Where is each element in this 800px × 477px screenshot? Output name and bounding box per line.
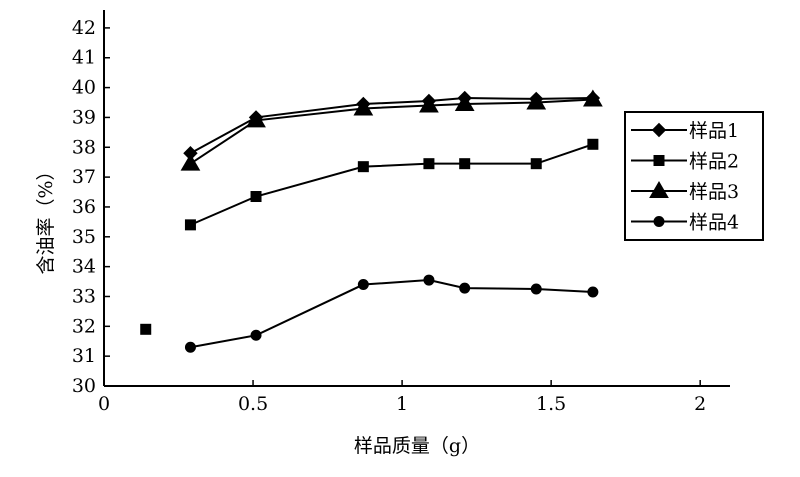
y-axis-title: 含油率（%）: [35, 161, 57, 274]
series-2: [184, 138, 599, 231]
y-tick-label: 41: [72, 47, 96, 69]
data-point-triangle: [526, 92, 547, 110]
y-tick-label: 40: [72, 77, 96, 99]
data-point-circle: [530, 283, 542, 295]
data-point-circle: [423, 274, 435, 286]
data-point-square: [530, 158, 542, 170]
x-axis-ticks: 0 0.5 1 1.5 2: [98, 380, 706, 415]
legend-label: 样品4: [689, 212, 739, 234]
x-tick-label: 0: [98, 393, 110, 415]
data-point-square: [357, 161, 369, 173]
legend-item: 样品1: [631, 120, 739, 142]
y-tick-label: 34: [72, 256, 96, 278]
y-tick-label: 32: [72, 315, 96, 337]
data-point-square: [184, 219, 196, 231]
data-point-triangle: [583, 89, 603, 107]
y-tick-label: 35: [72, 226, 96, 248]
legend: 样品1 样品2 样品3 样品4: [624, 111, 764, 241]
y-tick-label: 33: [72, 285, 96, 307]
data-point-square: [587, 138, 599, 150]
legend-item: 样品2: [631, 151, 739, 173]
legend-marker-diamond: [651, 122, 667, 138]
series-3: [180, 89, 603, 171]
legend-marker-circle: [653, 216, 665, 227]
data-point-square: [459, 158, 471, 170]
y-tick-label: 42: [72, 17, 96, 39]
outlier-points: [140, 323, 152, 335]
legend-item: 样品3: [631, 181, 739, 203]
legend-label: 样品1: [689, 120, 739, 142]
x-tick-label: 1: [396, 393, 408, 415]
x-tick-label: 1.5: [536, 393, 566, 415]
data-point-square: [250, 191, 262, 203]
legend-marker-triangle: [649, 181, 669, 198]
series-4: [184, 274, 599, 353]
series-line: [190, 143, 594, 226]
x-axis-title: 样品质量（g）: [354, 435, 480, 457]
y-tick-label: 36: [72, 196, 96, 218]
y-tick-label: 30: [72, 375, 96, 397]
data-point-triangle: [353, 98, 374, 116]
data-point-circle: [184, 341, 196, 353]
series-layer: [140, 89, 603, 353]
y-axis-ticks: 30 31 32 33 34 35 36 37 38 39 40 41 42: [72, 17, 110, 397]
data-point-triangle: [246, 110, 266, 128]
axes: [103, 10, 730, 387]
data-point-triangle: [419, 95, 439, 113]
x-tick-label: 0.5: [238, 393, 268, 415]
legend-label: 样品3: [689, 181, 739, 203]
outlier-point: [140, 323, 152, 335]
legend-marker-square: [653, 155, 665, 166]
legend-label: 样品2: [689, 151, 739, 173]
legend-box: [624, 111, 764, 241]
data-point-circle: [459, 282, 471, 294]
y-tick-label: 38: [72, 136, 96, 158]
y-tick-label: 31: [72, 345, 96, 367]
data-point-square: [423, 158, 435, 170]
data-point-circle: [250, 329, 262, 341]
y-tick-label: 39: [72, 106, 96, 128]
legend-item: 样品4: [631, 212, 739, 234]
data-point-circle: [357, 279, 369, 291]
y-tick-label: 37: [72, 166, 96, 188]
data-point-triangle: [180, 153, 201, 171]
data-point-triangle: [454, 94, 475, 111]
data-point-circle: [587, 286, 599, 298]
x-tick-label: 2: [694, 393, 706, 415]
